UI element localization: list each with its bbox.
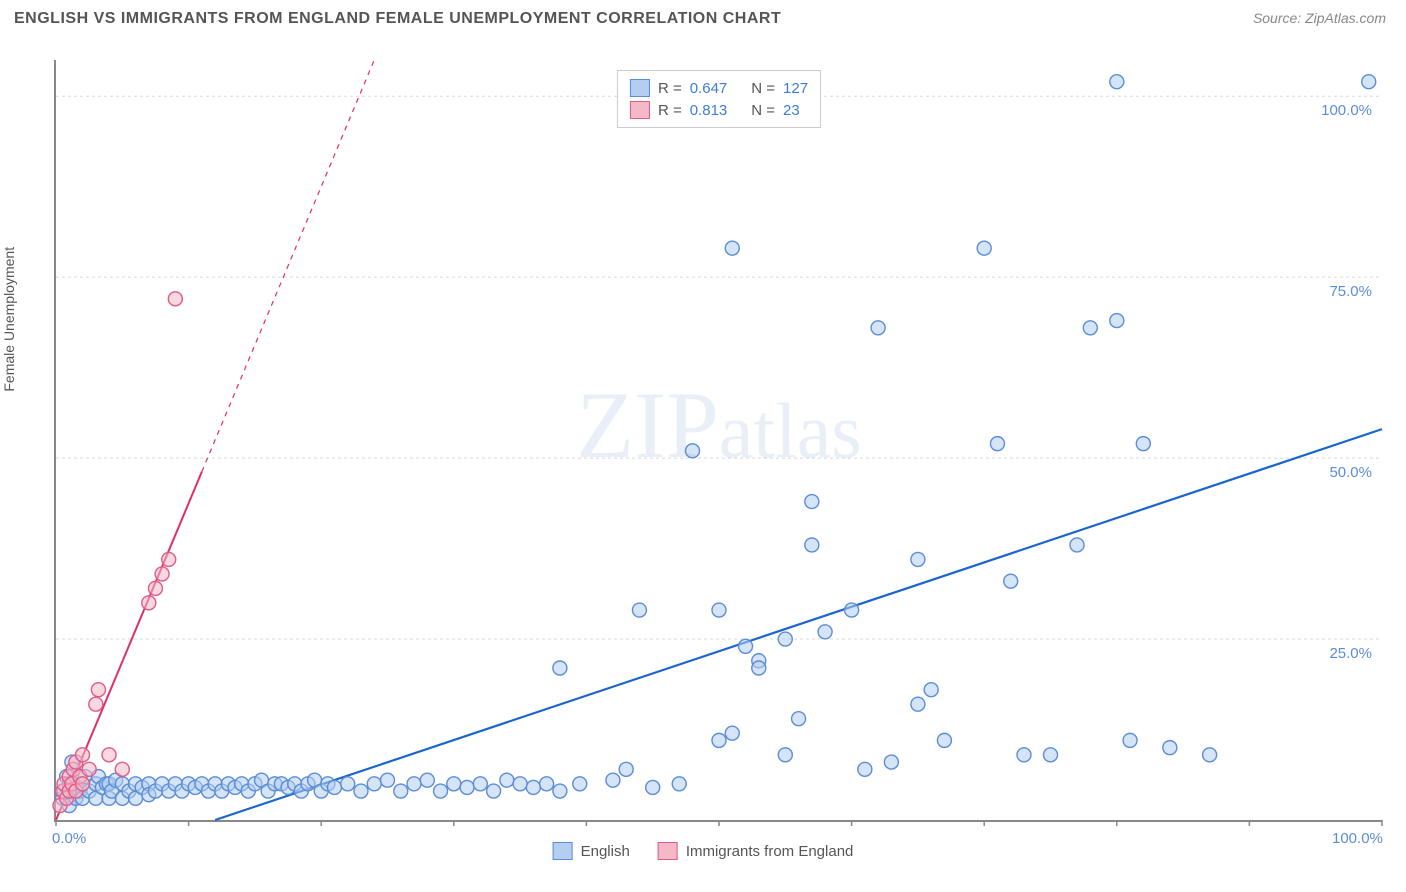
legend-swatch-icon: [553, 842, 573, 860]
legend-row-immigrants: R = 0.813 N = 23: [630, 99, 808, 121]
legend-correlation: R = 0.647 N = 127 R = 0.813 N = 23: [617, 70, 821, 128]
n-label: N =: [751, 102, 775, 119]
legend-row-english: R = 0.647 N = 127: [630, 77, 808, 99]
header: ENGLISH VS IMMIGRANTS FROM ENGLAND FEMAL…: [0, 0, 1406, 33]
legend-item-english: English: [553, 842, 630, 860]
legend-item-immigrants: Immigrants from England: [658, 842, 854, 860]
legend-series: English Immigrants from England: [553, 842, 854, 860]
y-tick-label: 100.0%: [1321, 102, 1372, 119]
y-tick-label: 25.0%: [1329, 645, 1372, 662]
source-attribution: Source: ZipAtlas.com: [1253, 10, 1386, 26]
legend-swatch-icon: [630, 79, 650, 97]
y-axis-label: Female Unemployment: [1, 247, 17, 392]
n-value: 127: [783, 80, 808, 97]
chart-container: Female Unemployment ZIPatlas R = 0.647 N…: [14, 40, 1392, 872]
scatter-plot-svg: [56, 60, 1382, 820]
page-title: ENGLISH VS IMMIGRANTS FROM ENGLAND FEMAL…: [14, 10, 781, 28]
legend-label: English: [581, 843, 630, 860]
r-value: 0.813: [690, 102, 728, 119]
x-tick-label: 0.0%: [52, 830, 86, 847]
n-value: 23: [783, 102, 800, 119]
y-tick-label: 75.0%: [1329, 283, 1372, 300]
plot-area: ZIPatlas R = 0.647 N = 127 R = 0.813 N =…: [54, 60, 1382, 822]
r-value: 0.647: [690, 80, 728, 97]
r-label: R =: [658, 80, 682, 97]
y-tick-label: 50.0%: [1329, 464, 1372, 481]
x-tick-label: 100.0%: [1332, 830, 1383, 847]
n-label: N =: [751, 80, 775, 97]
legend-swatch-icon: [658, 842, 678, 860]
legend-swatch-icon: [630, 101, 650, 119]
r-label: R =: [658, 102, 682, 119]
legend-label: Immigrants from England: [686, 843, 854, 860]
